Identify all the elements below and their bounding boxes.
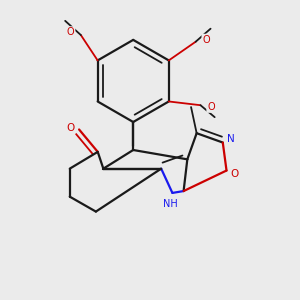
Text: N: N <box>227 134 235 144</box>
Text: O: O <box>202 34 210 44</box>
Text: O: O <box>207 102 215 112</box>
Text: O: O <box>67 27 75 37</box>
Text: O: O <box>67 123 75 133</box>
Text: NH: NH <box>163 199 178 209</box>
Text: O: O <box>231 169 239 178</box>
